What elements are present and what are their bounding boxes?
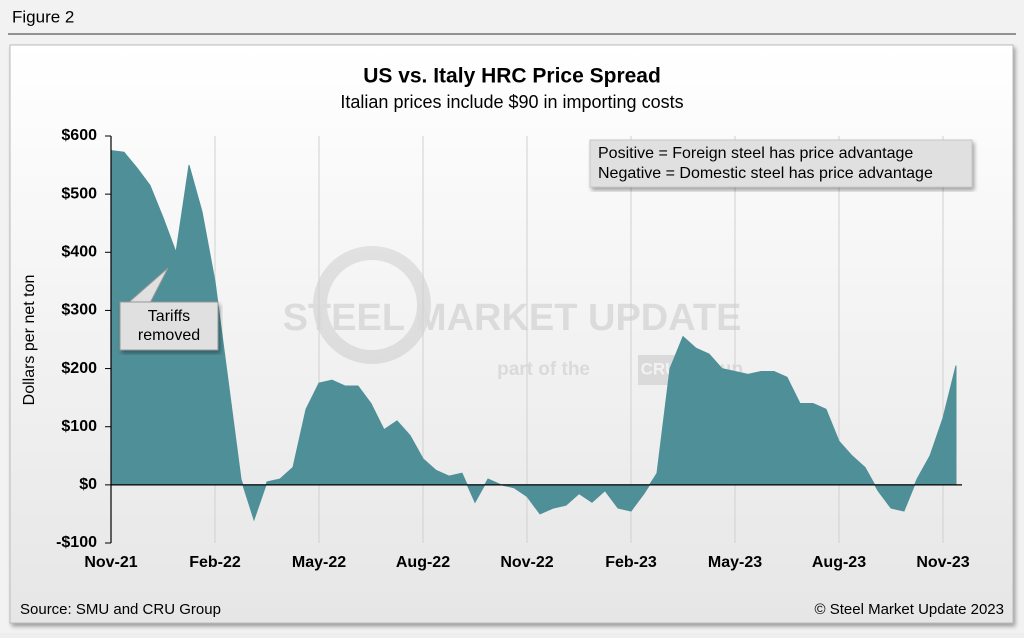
x-tick-label: Aug-22: [396, 554, 450, 571]
x-tick-label: May-23: [708, 554, 762, 571]
x-tick-label: Feb-22: [189, 554, 241, 571]
y-tick-label: $400: [61, 244, 97, 261]
x-tick-label: Nov-23: [916, 554, 969, 571]
y-tick-label: $500: [61, 185, 97, 202]
plot: Nov-21 Feb-22 May-22 Aug-22 Nov-22 Feb-23 May-…: [56, 127, 970, 571]
x-tick-label: Aug-23: [812, 554, 866, 571]
watermark-text: CRU: [641, 359, 678, 378]
note-text: Negative = Domestic steel has price adva…: [598, 165, 933, 182]
watermark-text: part of the: [497, 359, 590, 380]
watermark-ring: [313, 246, 431, 364]
chart-subtitle: Italian prices include $90 in importing …: [340, 92, 683, 112]
y-axis-label: Dollars per net ton: [21, 275, 38, 406]
x-tick-label: May-22: [292, 554, 346, 571]
y-tick-label: $300: [61, 302, 97, 319]
chart-title: US vs. Italy HRC Price Spread: [363, 65, 661, 88]
watermark: STEEL MARKET UPDATE part of the CRU Grou…: [283, 246, 743, 385]
callout: Tariffs removed: [137, 308, 201, 344]
callout-box: [119, 301, 219, 351]
watermark-text: STEEL MARKET UPDATE: [283, 297, 742, 339]
y-tick-label: $600: [61, 127, 97, 144]
x-tick-label: Nov-22: [500, 554, 553, 571]
copyright: © Steel Market Update 2023: [815, 601, 1005, 618]
y-tick-label: $100: [61, 418, 97, 435]
y-tick-label: -$100: [56, 534, 97, 551]
figure-label: Figure 2: [12, 7, 74, 26]
note-box: [589, 139, 973, 188]
x-tick-label: Nov-21: [84, 554, 137, 571]
area: [110, 149, 957, 522]
note-text: Positive = Foreign steel has price advan…: [598, 145, 913, 162]
y-tick-label: $200: [61, 360, 97, 377]
y-tick-label: $0: [79, 476, 97, 493]
x-tick-label: Feb-23: [605, 554, 657, 571]
callout-text: Tariffs removed: [137, 308, 201, 344]
source: Source: SMU and CRU Group: [20, 601, 221, 618]
